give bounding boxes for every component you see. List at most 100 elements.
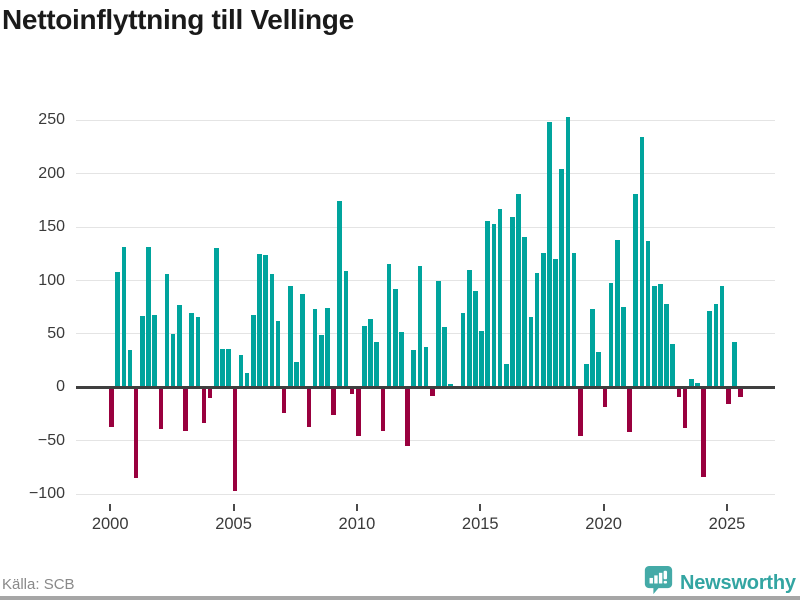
bar [238,355,244,388]
bar [220,348,225,388]
bar [540,252,546,388]
x-axis-label: 2005 [215,515,252,533]
zero-axis-line [76,386,775,389]
gridline [76,493,775,495]
bar [152,314,157,388]
bar [590,309,595,388]
bar [207,387,213,398]
bar [269,274,275,388]
bar [516,193,521,388]
newsworthy-logo-text[interactable]: Newsworthy [680,571,796,594]
y-axis-label: 50 [47,324,65,342]
bar [676,387,682,397]
bar [201,387,207,423]
bar [645,240,651,388]
bar [312,309,318,388]
bar [251,314,256,388]
x-axis-tick [602,504,605,511]
y-axis-label: 150 [38,218,65,236]
bar [257,253,262,388]
y-axis-label: 200 [38,164,65,182]
bar [621,307,626,388]
gridline [76,226,775,228]
bar [405,387,410,447]
bar [688,378,694,388]
bar [355,387,361,437]
bar [281,387,287,413]
x-axis-tick [355,504,358,511]
bar [417,265,423,388]
bar [565,117,571,388]
bar [695,383,700,388]
bar [571,252,577,388]
newsworthy-bars-icon [644,565,673,600]
bar [559,169,565,388]
bar [503,363,509,388]
bar [337,201,342,388]
bar [473,291,478,388]
bar [140,315,145,388]
bar [362,326,367,388]
bar [466,269,472,388]
bar [300,294,305,388]
bar [146,247,151,388]
gridline [76,280,775,281]
bar [195,316,201,388]
bar [713,303,719,388]
gridline [76,119,775,121]
bar [423,346,429,388]
x-axis-label: 2025 [708,515,746,533]
bar [670,343,676,388]
bar [226,348,231,388]
bar [726,387,731,405]
bar [732,342,737,388]
y-axis-label: 250 [38,111,65,129]
bar [510,217,515,388]
bar [170,333,176,388]
bar [436,280,441,388]
x-axis-tick [109,504,112,511]
bar [349,387,355,394]
newsworthy-logo[interactable]: Newsworthy [644,565,796,600]
bar [189,312,194,388]
bar [411,349,417,388]
bar [639,137,645,388]
bar [318,334,324,388]
bar [479,330,484,388]
bar [701,387,706,477]
bar [368,318,373,388]
bar [719,285,725,388]
x-axis-label: 2020 [585,515,622,533]
bar [547,122,552,388]
x-axis-label: 2010 [338,515,376,533]
y-axis-label: −50 [37,431,65,449]
bar [614,239,620,388]
bar [448,384,454,388]
gridline [76,440,775,442]
bar [534,273,540,388]
bar [707,311,713,388]
gridline [76,333,775,335]
bar [177,305,182,388]
x-axis-tick [726,504,728,511]
source-note: Källa: SCB [2,576,75,593]
bar [386,264,392,388]
bar [399,331,404,388]
chart-title: Nettoinflyttning till Vellinge [2,4,354,35]
bar [485,220,491,388]
bar [331,387,336,416]
bar [392,289,398,388]
y-axis-label: 0 [56,378,65,396]
bar [602,387,608,407]
bottom-strip [0,596,800,600]
bar [127,349,133,388]
x-axis-tick [232,504,235,511]
bar [288,285,293,388]
bar [528,316,534,388]
bar [214,248,219,388]
bar [164,274,170,388]
bar [596,352,602,388]
bar [121,247,127,388]
bar [232,387,238,491]
bar [115,271,120,388]
